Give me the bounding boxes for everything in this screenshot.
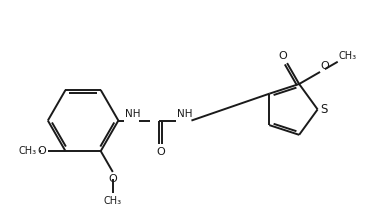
Text: NH: NH — [125, 109, 141, 119]
Text: O: O — [321, 61, 329, 71]
Text: NH: NH — [177, 109, 192, 119]
Text: O: O — [108, 174, 117, 184]
Text: O: O — [278, 51, 287, 61]
Text: CH₃: CH₃ — [19, 146, 37, 156]
Text: CH₃: CH₃ — [104, 196, 122, 206]
Text: S: S — [321, 103, 328, 116]
Text: O: O — [156, 147, 165, 156]
Text: O: O — [38, 146, 46, 156]
Text: CH₃: CH₃ — [339, 51, 357, 61]
